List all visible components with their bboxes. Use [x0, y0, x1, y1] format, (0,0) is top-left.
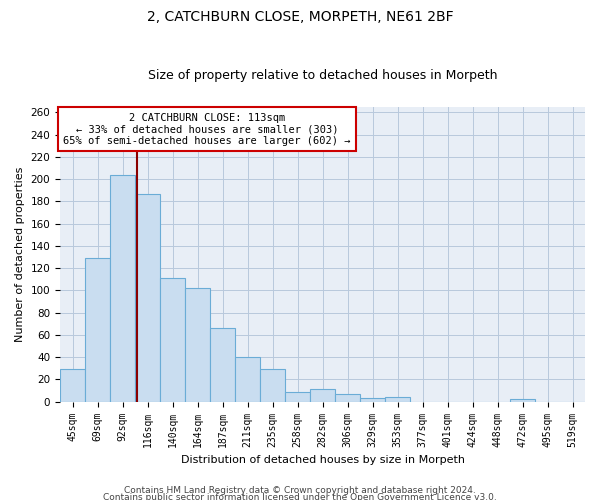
Bar: [60, 370, 85, 402]
Text: 2, CATCHBURN CLOSE, MORPETH, NE61 2BF: 2, CATCHBURN CLOSE, MORPETH, NE61 2BF: [146, 10, 454, 24]
Title: Size of property relative to detached houses in Morpeth: Size of property relative to detached ho…: [148, 69, 497, 82]
Bar: [160, 278, 185, 402]
Text: 2 CATCHBURN CLOSE: 113sqm
← 33% of detached houses are smaller (303)
65% of semi: 2 CATCHBURN CLOSE: 113sqm ← 33% of detac…: [63, 112, 351, 146]
Bar: [85, 258, 110, 402]
Bar: [260, 370, 285, 402]
Bar: [385, 397, 410, 402]
Bar: [310, 390, 335, 402]
X-axis label: Distribution of detached houses by size in Morpeth: Distribution of detached houses by size …: [181, 455, 464, 465]
Text: Contains public sector information licensed under the Open Government Licence v3: Contains public sector information licen…: [103, 494, 497, 500]
Bar: [360, 398, 385, 402]
Bar: [285, 392, 310, 402]
Bar: [210, 328, 235, 402]
Bar: [235, 357, 260, 402]
Bar: [135, 194, 160, 402]
Bar: [510, 400, 535, 402]
Bar: [335, 394, 360, 402]
Y-axis label: Number of detached properties: Number of detached properties: [15, 166, 25, 342]
Text: Contains HM Land Registry data © Crown copyright and database right 2024.: Contains HM Land Registry data © Crown c…: [124, 486, 476, 495]
Bar: [110, 174, 135, 402]
Bar: [185, 288, 210, 402]
